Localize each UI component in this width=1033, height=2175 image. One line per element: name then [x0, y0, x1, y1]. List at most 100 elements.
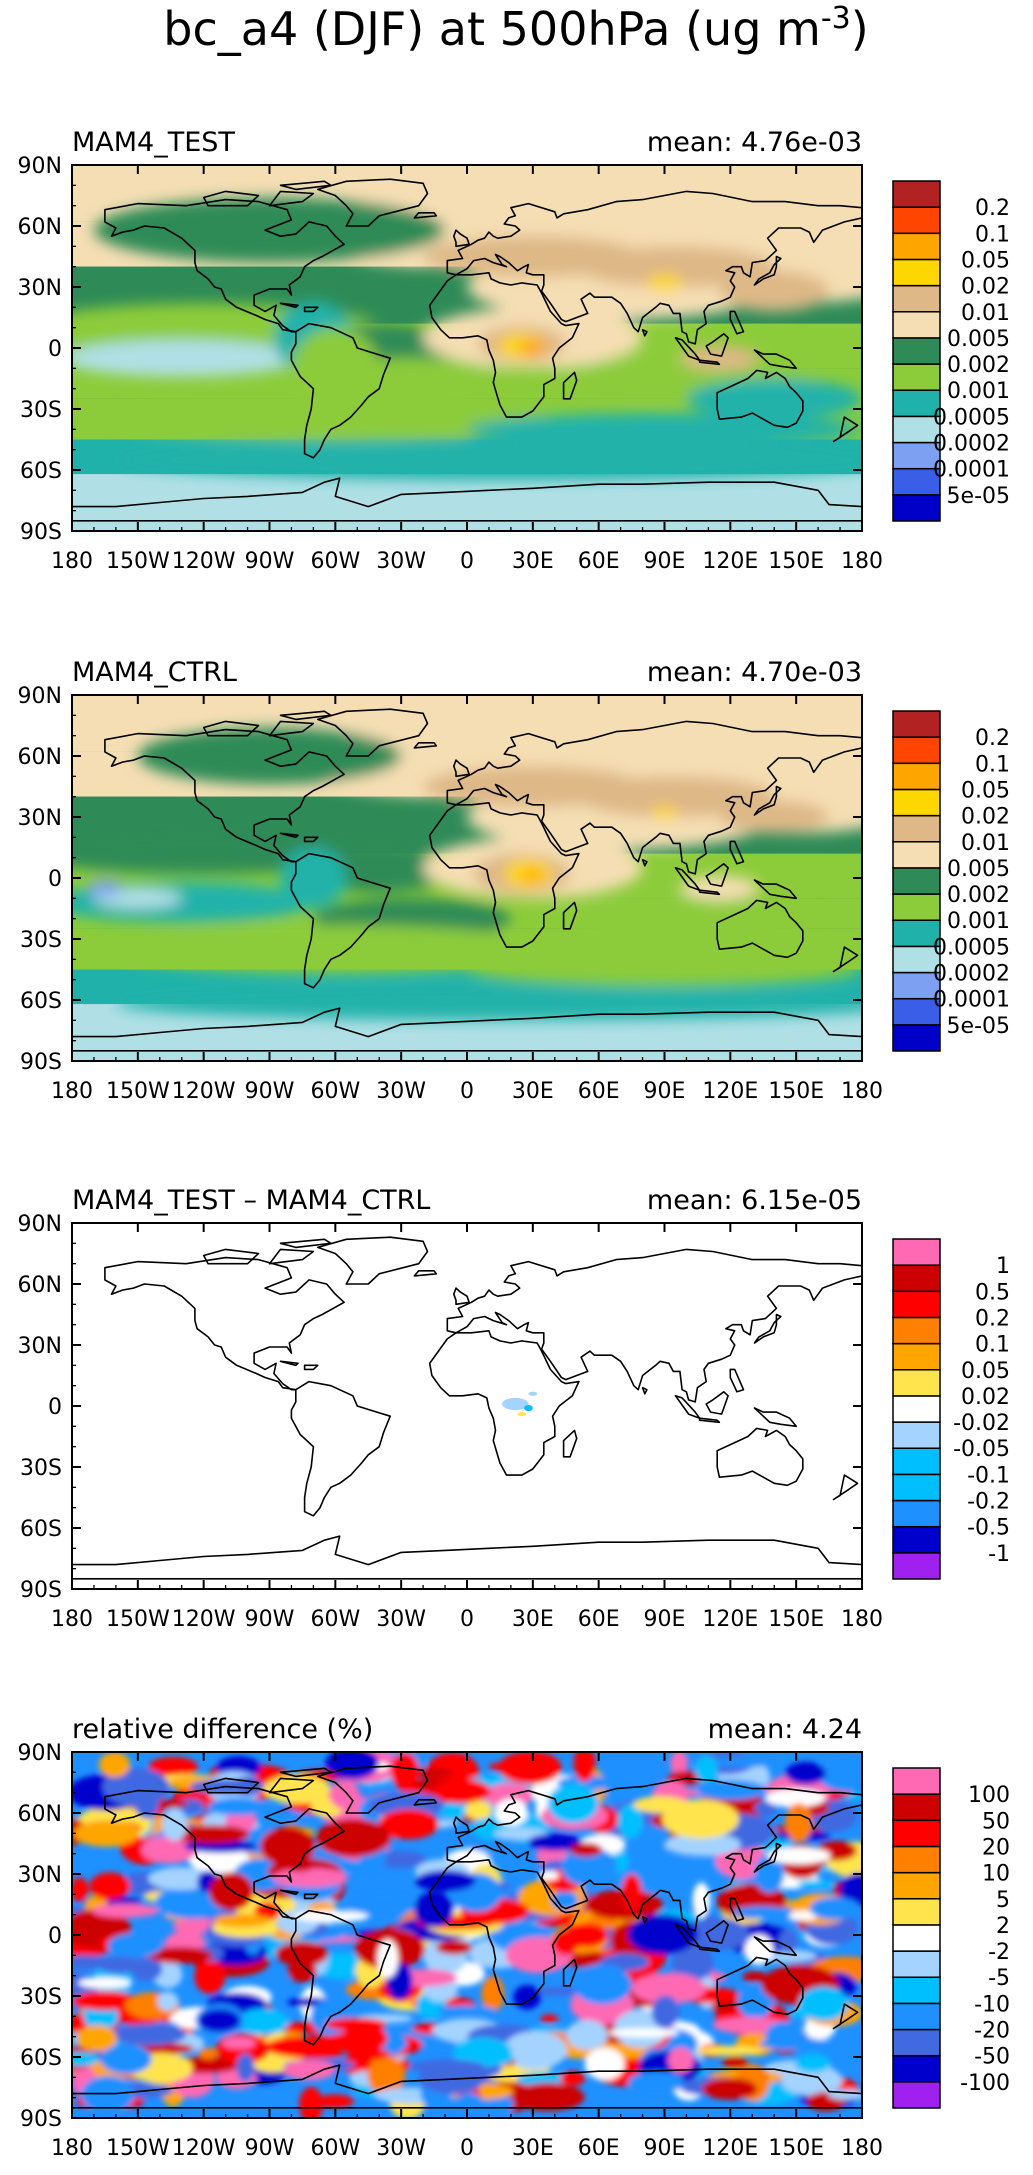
field-blob: [519, 339, 546, 357]
y-tick-label: 90S: [20, 1578, 62, 1603]
field-blob: [130, 1957, 163, 1982]
coastline: [290, 1380, 391, 1517]
x-tick-label: 120E: [702, 1079, 758, 1104]
field-blob: [498, 1752, 562, 1784]
field-blob: [100, 2043, 152, 2075]
field-blob: [137, 727, 402, 785]
coastline: [290, 322, 391, 459]
coastline: [698, 1946, 721, 1953]
y-tick-label: 90N: [18, 1741, 62, 1766]
field-blob: [367, 2055, 406, 2096]
x-tick-label: 60E: [578, 1079, 620, 1104]
colorbar-label: 0.2: [975, 196, 1010, 221]
coastline: [453, 759, 470, 778]
x-tick-label: 30E: [512, 1079, 554, 1104]
field-blob: [633, 1796, 688, 1813]
field-blob: [221, 2037, 256, 2049]
coastline: [428, 1330, 580, 1476]
field-blob: [809, 1896, 860, 1920]
field-blob: [213, 1913, 271, 1928]
field-blob: [608, 2028, 679, 2038]
field-background: [72, 1223, 862, 1589]
x-tick-label: 30E: [512, 1607, 554, 1632]
x-tick-label: 90W: [245, 549, 295, 574]
y-tick-label: 0: [48, 1395, 62, 1420]
field-blob: [390, 1752, 419, 1790]
panel-mean: mean: 4.76e-03: [647, 127, 862, 158]
coastline: [202, 1248, 260, 1265]
colorbar-box: [892, 1552, 941, 1580]
colorbar-label: -0.2: [967, 1490, 1010, 1515]
field-blob: [719, 800, 830, 834]
coastline: [753, 349, 797, 370]
field-blob: [816, 1753, 862, 1793]
field-blob: [627, 2071, 685, 2093]
field-blob: [701, 2077, 758, 2100]
field-blob: [293, 1910, 369, 1923]
field-blob: [696, 2045, 764, 2056]
field-blob: [679, 875, 759, 901]
field-blobs: [72, 715, 862, 1021]
colorbar: 5e-050.00010.00020.00050.0010.0020.0050.…: [892, 710, 1010, 1052]
colorbar-box: [892, 788, 941, 817]
y-tick-label: 30S: [20, 1456, 62, 1481]
coastline: [279, 302, 299, 309]
field-blob: [148, 1867, 213, 1891]
field-blob: [265, 2036, 337, 2058]
coastline: [753, 1936, 797, 1957]
coastline: [317, 1236, 429, 1285]
y-tick-label: 30S: [20, 1985, 62, 2010]
x-tick-label: 90W: [245, 1607, 295, 1632]
colorbar-label: 0.005: [947, 327, 1010, 352]
colorbar-label: 0.02: [961, 805, 1010, 830]
colorbar-box: [892, 2054, 941, 2083]
field-blob: [415, 1870, 476, 1892]
field-blob: [348, 2048, 391, 2060]
coastline: [279, 832, 299, 839]
y-tick-label: 60N: [18, 1273, 62, 1298]
coastlines: [72, 178, 862, 522]
figure-title-end: ): [851, 2, 869, 56]
coastline: [72, 1007, 862, 1052]
panel-title: MAM4_TEST – MAM4_CTRL: [72, 1185, 430, 1216]
colorbar-box: [892, 1264, 941, 1293]
coastline: [104, 1256, 345, 1391]
colorbar-label: 0.01: [961, 831, 1010, 856]
coastline: [72, 2064, 862, 2109]
x-tick-label: 30W: [376, 549, 426, 574]
colorbar-label: 5e-05: [947, 484, 1010, 509]
colorbar-box: [892, 1473, 941, 1502]
field-blob: [284, 1859, 315, 1872]
field-blob: [157, 1991, 179, 2011]
field-blob: [646, 274, 683, 292]
coastline: [641, 1915, 648, 1924]
coastline: [453, 1816, 470, 1835]
colorbar-box: [892, 1976, 941, 2005]
colorbar-box: [892, 736, 941, 765]
x-tick-label: 180: [51, 1079, 93, 1104]
field-blob: [72, 1877, 89, 1902]
colorbar-box: [892, 232, 941, 261]
y-tick-label: 90N: [18, 1212, 62, 1237]
colorbar-box: [892, 1845, 941, 1874]
field-blob: [98, 1752, 131, 1778]
x-tick-label: 120W: [172, 549, 236, 574]
coastline: [317, 1765, 429, 1814]
coastline: [674, 867, 701, 891]
coastline: [832, 1474, 859, 1501]
coastline: [705, 1391, 729, 1415]
y-tick-label: 0: [48, 1924, 62, 1949]
coastline: [413, 1799, 438, 1806]
x-tick-label: 120E: [702, 549, 758, 574]
field-blob: [197, 2008, 241, 2033]
coastline: [562, 1429, 578, 1458]
field-blob: [654, 1858, 718, 1877]
field-blob: [148, 1946, 213, 1964]
y-tick-label: 0: [48, 337, 62, 362]
coastline: [716, 1956, 804, 2016]
x-tick-label: 180: [51, 2136, 93, 2161]
map-field: [72, 1223, 862, 1589]
x-tick-label: 150E: [768, 1607, 824, 1632]
coastline: [413, 1270, 438, 1277]
coastline: [705, 863, 729, 887]
